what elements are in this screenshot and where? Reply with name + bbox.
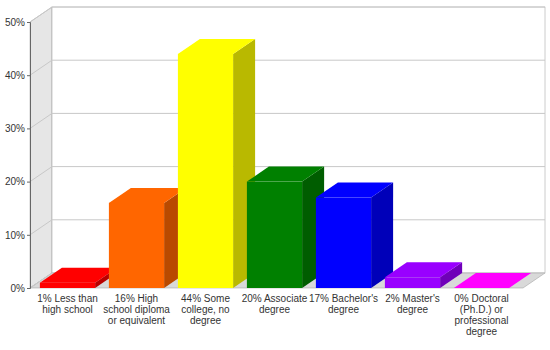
label-line: (Ph.D.) or <box>460 304 504 315</box>
label-line: degree <box>259 304 291 315</box>
bar-front <box>109 203 164 288</box>
label-line: 2% Master's <box>385 293 440 304</box>
chart: 0% 10% 20% 30% 40% 50% 1% Less thanhigh school… <box>0 0 550 350</box>
label-line: degree <box>190 315 222 326</box>
grid <box>30 7 545 288</box>
y-tick: 0% <box>11 283 30 294</box>
y-tick: 10% <box>5 230 30 241</box>
bar-top <box>316 183 393 198</box>
category-label: 0% Doctoral(Ph.D.) orprofessionaldegree <box>454 293 508 337</box>
category-label: 44% Somecollege, nodegree <box>181 293 230 326</box>
y-tick: 40% <box>5 70 30 81</box>
category-label: 20% Associatedegree <box>242 293 308 315</box>
bars <box>40 39 531 288</box>
y-tick: 20% <box>5 176 30 187</box>
bar-top <box>178 39 255 54</box>
label-line: or equivalent <box>108 315 165 326</box>
label-line: degree <box>328 304 360 315</box>
tick-mark <box>27 128 30 129</box>
bar-side <box>371 183 393 288</box>
left-wall <box>30 7 52 288</box>
bar-front <box>316 198 371 288</box>
tick-label: 30% <box>5 123 25 134</box>
bar-front <box>40 283 95 288</box>
y-tick: 30% <box>5 123 30 134</box>
label-line: 16% High <box>115 293 158 304</box>
label-line: degree <box>397 304 429 315</box>
grid-line <box>52 7 545 8</box>
bar <box>178 39 255 288</box>
tick-label: 0% <box>11 283 26 294</box>
x-labels: 1% Less thanhigh school16% Highschool di… <box>37 293 509 337</box>
tick-label: 10% <box>5 230 25 241</box>
bar-front <box>178 54 233 288</box>
bar <box>109 188 186 288</box>
tick-label: 50% <box>5 17 25 28</box>
label-line: professional <box>455 315 509 326</box>
label-line: 20% Associate <box>242 293 308 304</box>
bar-top <box>109 188 186 203</box>
label-line: college, no <box>181 304 230 315</box>
label-line: 44% Some <box>181 293 230 304</box>
label-line: 17% Bachelor's <box>309 293 378 304</box>
tick-mark <box>27 75 30 76</box>
bar-front <box>385 277 440 288</box>
bar-front <box>247 182 302 288</box>
bar-top <box>385 262 462 277</box>
label-line: 0% Doctoral <box>454 293 508 304</box>
walls <box>30 7 545 288</box>
category-label: 17% Bachelor'sdegree <box>309 293 378 315</box>
category-label: 2% Master'sdegree <box>385 293 440 315</box>
bar <box>247 167 324 288</box>
axis-line <box>27 23 31 289</box>
tick-mark <box>27 22 30 23</box>
y-axis: 0% 10% 20% 30% 40% 50% <box>5 17 31 294</box>
tick-label: 20% <box>5 176 25 187</box>
category-label: 16% Highschool diplomaor equivalent <box>103 293 170 326</box>
tick-mark <box>27 235 30 236</box>
tick-mark <box>27 182 30 183</box>
grid-line <box>30 7 52 22</box>
label-line: school diploma <box>103 304 170 315</box>
grid-line <box>30 220 52 235</box>
tick-label: 40% <box>5 70 25 81</box>
bar-top <box>247 167 324 182</box>
bar-top <box>40 268 117 283</box>
grid-line <box>52 113 545 114</box>
category-label: 1% Less thanhigh school <box>37 293 98 315</box>
grid-line <box>52 60 545 61</box>
bar-top <box>454 273 531 288</box>
grid-line <box>30 167 52 182</box>
bar <box>385 262 462 288</box>
grid-line <box>30 60 52 75</box>
y-tick: 50% <box>5 17 30 28</box>
bar <box>40 268 117 288</box>
tick-mark <box>27 288 30 289</box>
bar <box>454 273 531 288</box>
grid-line <box>30 113 52 128</box>
label-line: high school <box>42 304 93 315</box>
label-line: 1% Less than <box>37 293 98 304</box>
bar <box>316 183 393 288</box>
label-line: degree <box>466 326 498 337</box>
